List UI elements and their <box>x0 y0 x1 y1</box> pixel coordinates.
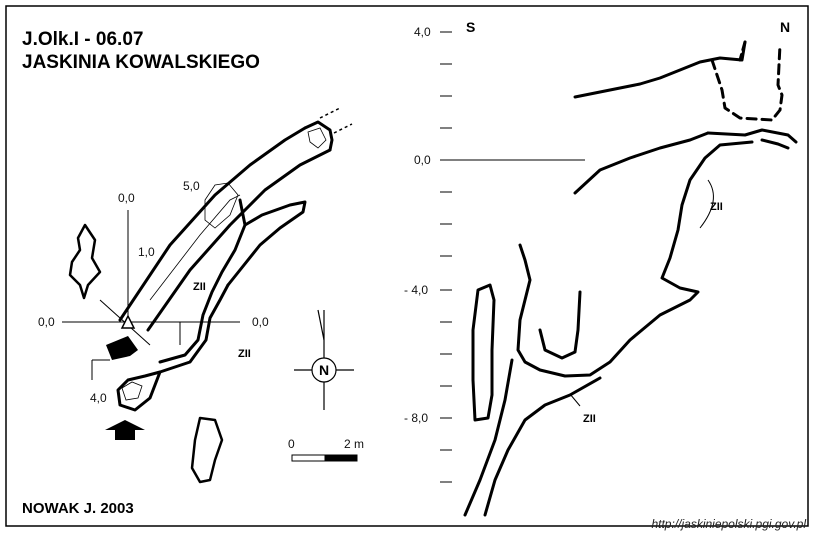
section-shaft-left <box>463 358 514 517</box>
plan-left-outline <box>68 223 102 300</box>
plan-side-branch-inner <box>158 223 247 364</box>
zii-section-upper-label: ZII <box>710 201 723 213</box>
section-view <box>463 40 798 517</box>
ref-vertical-top-label: 0,0 <box>118 191 135 205</box>
author-credit: NOWAK J. 2003 <box>22 500 134 517</box>
ref-right-label: 0,0 <box>252 315 269 329</box>
point-1-label: 1,0 <box>138 245 155 259</box>
section-lower-floor <box>538 290 582 360</box>
plan-reference-lines <box>62 210 240 380</box>
scale-start-label: 0 <box>288 437 295 451</box>
ref-left-label: 0,0 <box>38 315 55 329</box>
north-arrow <box>294 309 354 410</box>
depth-tick-minus-8: - 8,0 <box>404 411 428 425</box>
section-ceiling <box>573 131 710 195</box>
zii-section-lower-label: ZII <box>583 413 596 425</box>
section-zii-arrows <box>569 179 714 407</box>
section-floor <box>516 140 754 378</box>
plan-side-branch-upper <box>226 198 307 287</box>
entrance-arrow-lower <box>105 420 145 440</box>
section-shaft-right <box>483 376 602 517</box>
section-north-label: N <box>780 19 790 35</box>
source-url[interactable]: http://jaskiniepolski.pgi.gov.pl <box>651 517 806 531</box>
passage-continuation-arrows <box>319 107 353 134</box>
depth-tick-4: 4,0 <box>414 25 431 39</box>
depth-tick-0: 0,0 <box>414 153 431 167</box>
plan-main-passage-outer-wall <box>118 126 307 322</box>
section-south-label: S <box>466 19 475 35</box>
entrance-arrow-upper <box>106 336 138 360</box>
point-4-label: 4,0 <box>90 391 107 405</box>
survey-station-triangle <box>120 314 136 329</box>
cave-code: J.Olk.I - 06.07 <box>22 29 143 50</box>
section-depth-axis <box>440 31 585 483</box>
section-right-wall <box>706 128 798 144</box>
plan-view <box>68 120 334 484</box>
plan-side-branch-lower <box>158 283 230 374</box>
plan-main-passage-inner-wall <box>146 148 332 332</box>
scale-end-label: 2 m <box>344 437 364 451</box>
cave-name: JASKINIA KOWALSKIEGO <box>22 52 260 73</box>
zii-plan-lower-label: ZII <box>238 348 251 360</box>
north-letter: N <box>319 362 329 378</box>
zii-plan-upper-label: ZII <box>193 281 206 293</box>
section-left-blob <box>471 283 496 422</box>
point-5-label: 5,0 <box>183 179 200 193</box>
section-upper-dashed <box>573 40 747 99</box>
depth-tick-minus-4: - 4,0 <box>404 283 428 297</box>
plan-bottom-outline <box>190 416 224 484</box>
map-frame <box>5 5 809 527</box>
plan-lower-chamber <box>116 370 162 412</box>
plan-passage-end <box>303 120 334 152</box>
scale-bar <box>291 454 358 462</box>
plan-hatching <box>121 127 327 401</box>
